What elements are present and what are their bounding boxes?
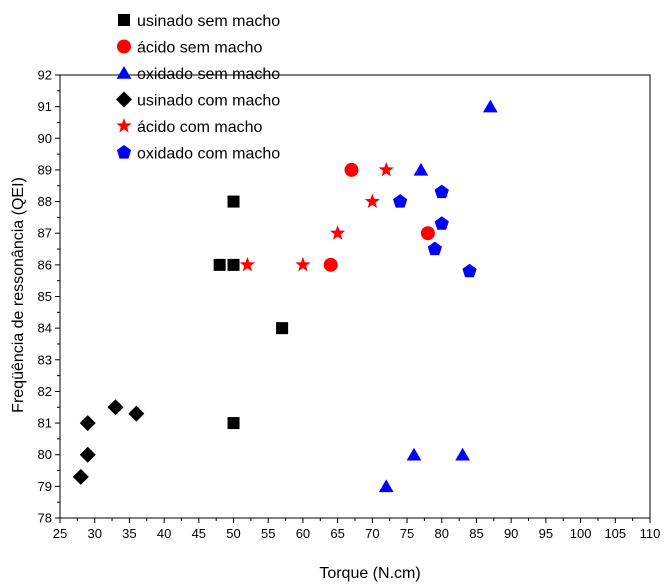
- x-tick-label: 30: [87, 526, 101, 541]
- legend-item: usinado sem macho: [118, 13, 280, 30]
- data-point: [482, 99, 498, 113]
- y-tick-label: 91: [38, 99, 52, 114]
- y-tick-label: 87: [38, 226, 52, 241]
- data-point: [434, 216, 449, 230]
- data-point: [79, 446, 96, 463]
- data-point: [107, 399, 124, 416]
- data-point: [406, 447, 422, 461]
- data-point: [330, 225, 346, 240]
- legend-label: usinado sem macho: [137, 13, 280, 30]
- legend-item: oxidado sem macho: [116, 66, 280, 83]
- legend-marker: [118, 14, 130, 26]
- data-point: [213, 258, 226, 271]
- x-tick-label: 100: [570, 526, 592, 541]
- plot-frame: [59, 74, 651, 519]
- data-point: [295, 256, 311, 272]
- data-point: [462, 263, 477, 278]
- data-point: [128, 405, 145, 422]
- x-tick-label: 55: [261, 526, 275, 541]
- x-tick-label: 85: [469, 526, 483, 541]
- data-point: [455, 447, 470, 461]
- data-point: [276, 322, 289, 335]
- y-tick-label: 78: [38, 511, 52, 526]
- legend-marker: [116, 118, 132, 133]
- legend-label: usinado com macho: [137, 93, 280, 110]
- data-point: [72, 468, 89, 485]
- legend-label: ácido sem macho: [137, 40, 262, 57]
- legend: usinado sem macho ácido sem macho oxidado …: [116, 13, 280, 163]
- axes: 25 30 35 40 45 50 55 60 65 70 75 80 85 90 95 100 105 110 7…: [38, 68, 661, 542]
- legend-marker: [116, 91, 132, 108]
- legend-label: oxidado sem macho: [137, 66, 280, 83]
- y-tick-label: 80: [38, 447, 52, 462]
- data-point: [344, 162, 359, 177]
- y-tick-label: 82: [38, 384, 52, 399]
- x-tick-label: 45: [192, 526, 206, 541]
- x-tick-label: 50: [226, 526, 240, 541]
- data-point: [427, 241, 442, 256]
- x-tick-label: 40: [157, 526, 171, 541]
- data-point: [378, 161, 394, 177]
- y-tick-label: 79: [38, 479, 52, 494]
- data-point: [323, 257, 338, 272]
- x-tick-label: 65: [330, 526, 344, 541]
- x-tick-label: 60: [296, 526, 310, 541]
- x-tick-label: 110: [640, 526, 661, 541]
- y-tick-label: 90: [38, 131, 52, 146]
- legend-marker: [116, 66, 132, 79]
- data-point: [392, 194, 408, 208]
- y-tick-label: 92: [38, 68, 52, 83]
- legend-marker: [116, 145, 132, 159]
- x-axis-title: Torque (N.cm): [319, 565, 420, 582]
- x-tick-label: 90: [504, 526, 518, 541]
- data-points: [72, 99, 498, 493]
- data-point: [413, 162, 429, 176]
- data-point: [227, 258, 240, 271]
- x-tick-label: 75: [400, 526, 414, 541]
- data-point: [364, 193, 380, 209]
- x-tick-label: 25: [53, 526, 67, 541]
- data-point: [227, 195, 240, 208]
- legend-marker: [117, 39, 131, 54]
- y-tick-label: 81: [38, 416, 52, 431]
- y-tick-label: 85: [38, 289, 52, 304]
- data-point: [420, 226, 435, 241]
- y-tick-label: 83: [38, 352, 52, 367]
- x-tick-label: 35: [122, 526, 136, 541]
- data-point: [79, 415, 96, 432]
- y-tick-label: 86: [38, 257, 52, 272]
- x-tick-label: 80: [435, 526, 449, 541]
- legend-label: oxidado com macho: [137, 146, 280, 163]
- y-axis-title: Freqüência de ressonância (QEI): [10, 177, 27, 413]
- data-point: [378, 479, 394, 493]
- data-point: [239, 256, 256, 272]
- legend-label: ácido com macho: [137, 119, 262, 136]
- legend-item: ácido sem macho: [117, 39, 262, 57]
- data-point: [434, 184, 449, 199]
- y-tick-label: 88: [38, 194, 52, 209]
- x-tick-label: 95: [539, 526, 553, 541]
- legend-item: ácido com macho: [116, 118, 262, 136]
- x-tick-label: 105: [604, 526, 626, 541]
- x-tick-label: 70: [365, 526, 379, 541]
- data-point: [227, 417, 240, 430]
- y-tick-label: 84: [38, 321, 52, 336]
- y-tick-label: 89: [38, 162, 52, 177]
- legend-item: oxidado com macho: [116, 145, 280, 163]
- legend-item: usinado com macho: [116, 91, 280, 110]
